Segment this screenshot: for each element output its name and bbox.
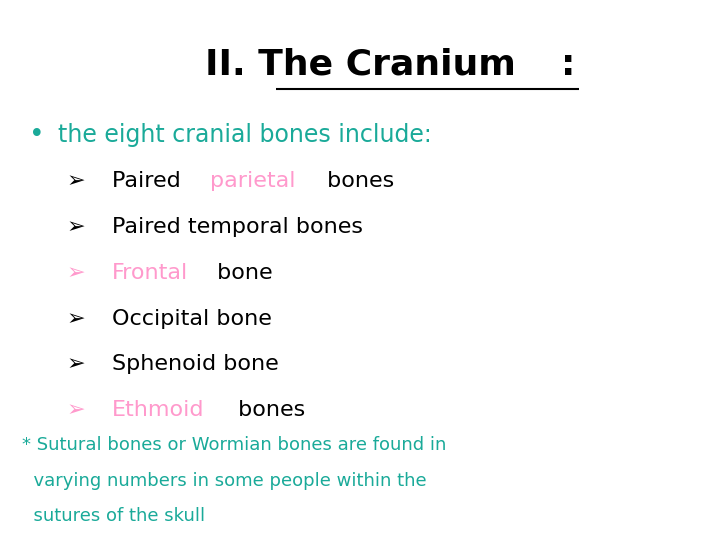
Text: the eight cranial bones include:: the eight cranial bones include: (58, 123, 431, 147)
Text: sutures of the skull: sutures of the skull (22, 507, 204, 525)
Text: bone: bone (210, 262, 273, 283)
Text: varying numbers in some people within the: varying numbers in some people within th… (22, 471, 426, 490)
Text: ➢: ➢ (66, 354, 85, 375)
Text: ➢: ➢ (66, 400, 85, 421)
Text: ➢: ➢ (66, 217, 85, 237)
Text: Paired: Paired (112, 171, 187, 191)
Text: parietal: parietal (210, 171, 295, 191)
Text: Frontal: Frontal (112, 262, 188, 283)
Text: * Sutural bones or Wormian bones are found in: * Sutural bones or Wormian bones are fou… (22, 436, 446, 455)
Text: :: : (561, 48, 575, 82)
Text: II. The Cranium: II. The Cranium (204, 48, 516, 82)
Text: Paired temporal bones: Paired temporal bones (112, 217, 363, 237)
Text: ➢: ➢ (66, 262, 85, 283)
Text: ➢: ➢ (66, 308, 85, 329)
Text: •: • (29, 122, 45, 148)
Text: Occipital bone: Occipital bone (112, 308, 271, 329)
Text: ➢: ➢ (66, 171, 85, 191)
Text: Sphenoid bone: Sphenoid bone (112, 354, 279, 375)
Text: Ethmoid: Ethmoid (112, 400, 204, 421)
Text: bones: bones (231, 400, 305, 421)
Text: bones: bones (320, 171, 394, 191)
